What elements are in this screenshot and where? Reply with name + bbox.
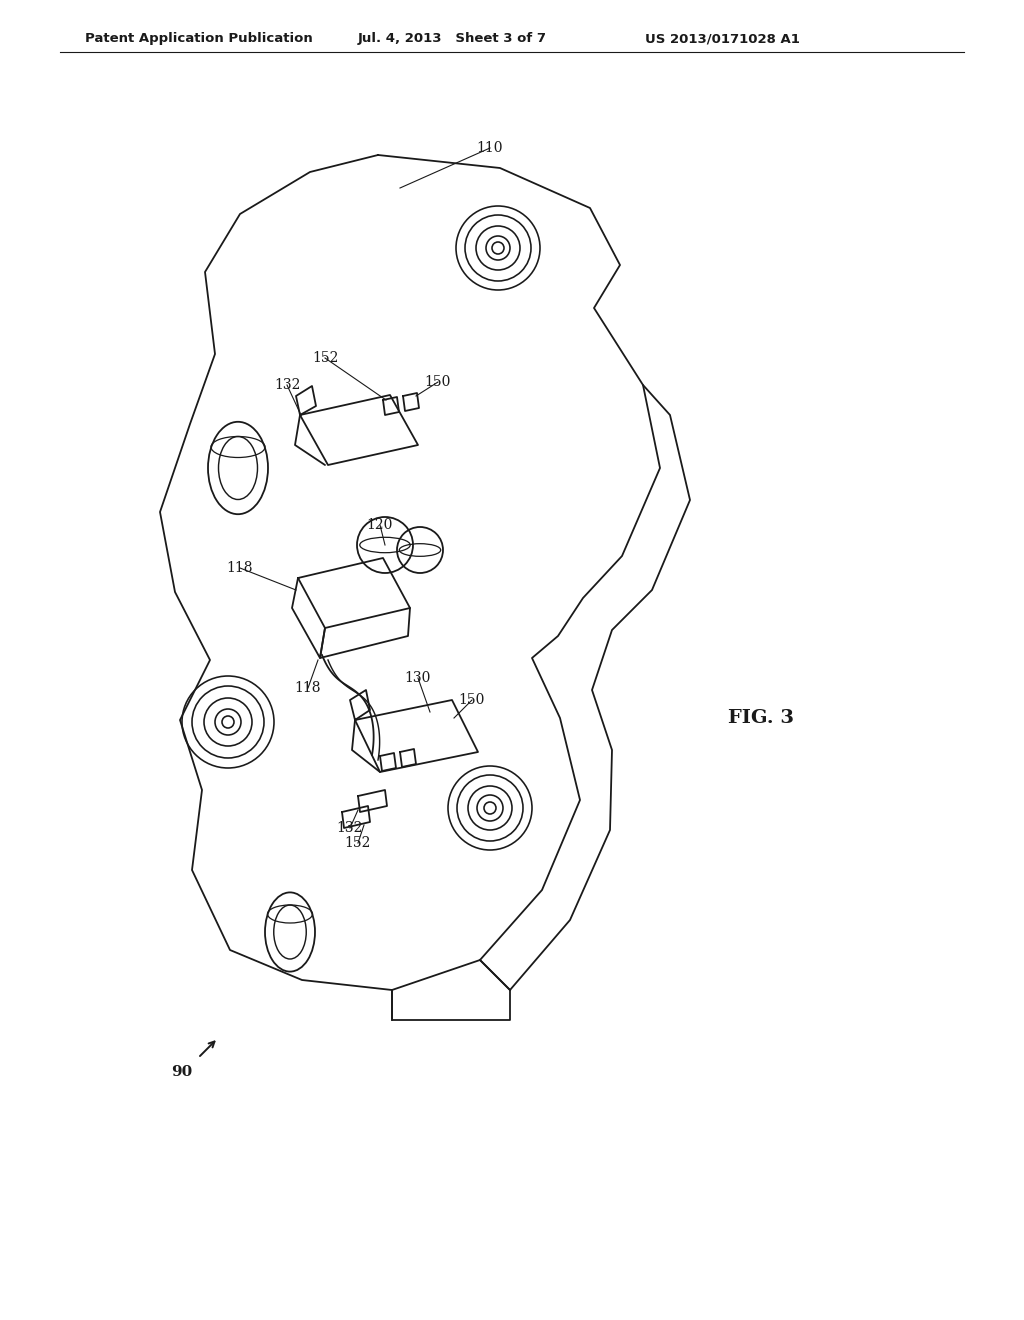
Text: 132: 132 [337, 821, 364, 836]
Text: 118: 118 [226, 561, 253, 576]
Text: 152: 152 [312, 351, 338, 366]
Text: 110: 110 [477, 141, 503, 154]
Text: Patent Application Publication: Patent Application Publication [85, 32, 312, 45]
Text: 150: 150 [459, 693, 485, 708]
Text: US 2013/0171028 A1: US 2013/0171028 A1 [645, 32, 800, 45]
Text: 118: 118 [295, 681, 322, 696]
Text: 150: 150 [425, 375, 452, 389]
Text: 90: 90 [171, 1065, 193, 1078]
Text: 152: 152 [345, 836, 371, 850]
Text: Jul. 4, 2013   Sheet 3 of 7: Jul. 4, 2013 Sheet 3 of 7 [358, 32, 547, 45]
Text: 130: 130 [404, 671, 431, 685]
Text: FIG. 3: FIG. 3 [728, 709, 794, 727]
Text: 120: 120 [367, 517, 393, 532]
Text: 132: 132 [273, 378, 300, 392]
